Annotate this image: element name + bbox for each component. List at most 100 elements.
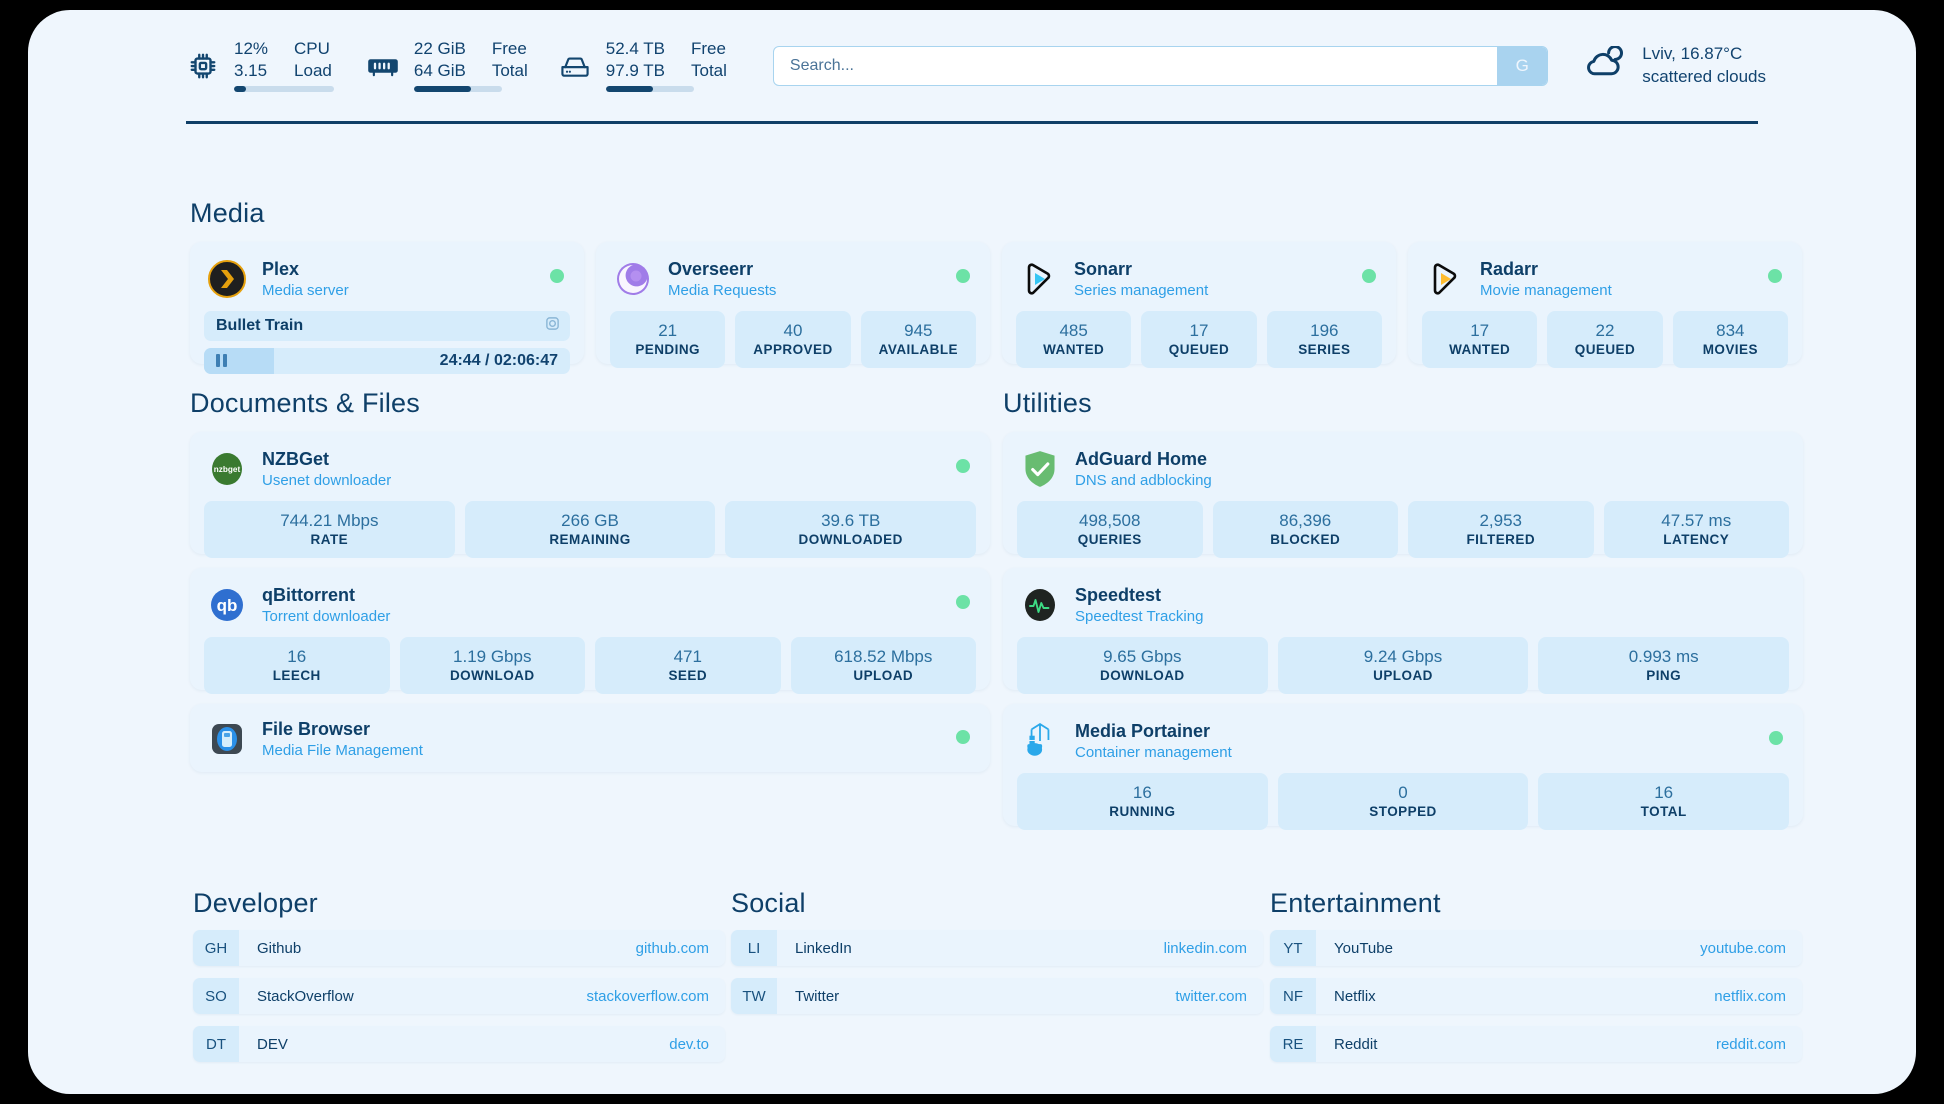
stat-value: 498,508 (1079, 510, 1141, 530)
service-card-nzbget[interactable]: nzbget NZBGet Usenet downloader 744.21 M… (190, 432, 990, 559)
service-card-qbittorrent[interactable]: qb qBittorrent Torrent downloader 16 LEE… (190, 568, 990, 695)
bookmark-badge: NF (1270, 978, 1316, 1014)
ram-icon (366, 49, 400, 83)
cpu-progress-bar (234, 85, 334, 92)
qbittorrent-icon: qb (208, 586, 246, 624)
bookmark-item-reddit[interactable]: RE Reddit reddit.com (1270, 1026, 1802, 1062)
stat-label: BLOCKED (1270, 532, 1341, 548)
stat-tile: 266 GB REMAINING (464, 500, 716, 559)
search-bar[interactable]: G (772, 46, 1549, 86)
card-header: Radarr Movie management (1408, 242, 1802, 311)
weather-description: scattered clouds (1642, 67, 1766, 86)
pause-icon[interactable] (216, 354, 227, 368)
stat-tile: 471 SEED (595, 636, 781, 695)
svg-text:qb: qb (217, 596, 238, 615)
bookmark-item-github[interactable]: GH Github github.com (193, 930, 725, 966)
card-header: Media Portainer Container management (1003, 704, 1803, 773)
stat-tile: 22 QUEUED (1547, 310, 1663, 369)
section-title-utilities: Utilities (1003, 388, 1092, 418)
bookmark-url: twitter.com (1175, 987, 1247, 1005)
memory-label-top: Free (491, 39, 527, 59)
disk-readout: 52.4 TB 97.9 TB Free Total (605, 38, 727, 94)
search-input[interactable] (773, 47, 1498, 85)
stat-label: REMAINING (549, 532, 631, 548)
service-card-adguard-home[interactable]: AdGuard Home DNS and adblocking 498,508 … (1003, 432, 1803, 559)
stat-label: LATENCY (1663, 532, 1730, 548)
bookmark-item-linkedin[interactable]: LI LinkedIn linkedin.com (731, 930, 1263, 966)
bookmark-item-youtube[interactable]: YT YouTube youtube.com (1270, 930, 1802, 966)
stat-value: 9.24 Gbps (1363, 646, 1443, 666)
card-header: AdGuard Home DNS and adblocking (1003, 432, 1803, 501)
card-header: Speedtest Speedtest Tracking (1003, 568, 1803, 637)
service-subtitle: Series management (1074, 282, 1209, 300)
plex-icon (208, 260, 246, 299)
stat-value: 266 GB (561, 510, 619, 530)
bookmark-item-twitter[interactable]: TW Twitter twitter.com (731, 978, 1263, 1014)
bookmark-badge: YT (1270, 930, 1316, 966)
bookmark-item-netflix[interactable]: NF Netflix netflix.com (1270, 978, 1802, 1014)
memory-free-value: 22 GiB (413, 39, 466, 59)
disk-progress-bar (605, 85, 694, 92)
radarr-icon (1426, 260, 1464, 298)
stat-label: DOWNLOAD (449, 668, 535, 684)
stat-tile: 16 LEECH (204, 636, 390, 695)
stat-label: QUEUED (1168, 342, 1230, 358)
stat-label: WANTED (1449, 342, 1511, 358)
stat-tile: 21 PENDING (610, 310, 726, 369)
service-card-file-browser[interactable]: File Browser Media File Management (190, 704, 990, 772)
service-name: AdGuard Home (1075, 449, 1208, 469)
cast-icon[interactable] (545, 316, 560, 336)
bookmark-badge: SO (193, 978, 239, 1014)
service-card-plex[interactable]: Plex Media server Bullet Train 24:44 / 0… (190, 242, 584, 374)
service-name: NZBGet (262, 449, 329, 469)
stat-value: 945 (904, 320, 933, 340)
cpu-readout: 12% 3.15 CPU Load (234, 38, 334, 94)
disk-label-top: Free (691, 39, 726, 59)
bookmark-url: github.com (635, 939, 709, 957)
stat-value: 1.19 Gbps (453, 646, 532, 666)
service-card-media-portainer[interactable]: Media Portainer Container management 16 … (1003, 704, 1803, 831)
stat-value: 485 (1059, 320, 1088, 340)
service-card-speedtest[interactable]: Speedtest Speedtest Tracking 9.65 Gbps D… (1003, 568, 1803, 695)
playback-progress-bar[interactable]: 24:44 / 02:06:47 (204, 347, 570, 374)
stat-tile: 744.21 Mbps RATE (204, 500, 455, 559)
system-stat-disk: 52.4 TB 97.9 TB Free Total (558, 38, 727, 94)
search-engine-button[interactable]: G (1497, 47, 1548, 85)
stat-tile: 1.19 Gbps DOWNLOAD (399, 636, 585, 695)
bookmark-item-stackoverflow[interactable]: SO StackOverflow stackoverflow.com (193, 978, 725, 1014)
stat-tile: 40 APPROVED (735, 310, 851, 369)
stat-label: QUEUED (1574, 342, 1636, 358)
overseerr-icon (614, 260, 652, 298)
stat-label: QUERIES (1077, 532, 1142, 548)
weather-widget: Lviv, 16.87°C scattered clouds (1584, 43, 1766, 89)
bookmark-badge: LI (731, 930, 777, 966)
stat-value: 16 (287, 646, 307, 666)
service-card-radarr[interactable]: Radarr Movie management 17 WANTED 22 QUE… (1408, 242, 1802, 369)
service-card-overseerr[interactable]: Overseerr Media Requests 21 PENDING 40 A… (596, 242, 990, 369)
bookmark-name: StackOverflow (257, 987, 354, 1005)
card-header: Plex Media server (190, 242, 584, 311)
section-title-entertainment: Entertainment (1270, 888, 1441, 918)
stat-tile: 39.6 TB DOWNLOADED (725, 500, 977, 559)
stat-label: MOVIES (1702, 342, 1758, 358)
stat-label: RUNNING (1109, 804, 1176, 820)
stat-label: TOTAL (1640, 804, 1687, 820)
stat-tile: 485 WANTED (1016, 310, 1132, 369)
stat-label: DOWNLOADED (798, 532, 903, 548)
bookmark-name: Reddit (1334, 1035, 1378, 1053)
stat-value: 16 (1654, 782, 1674, 802)
service-subtitle: Torrent downloader (262, 608, 391, 626)
stats-row: 17 WANTED 22 QUEUED 834 MOVIES (1408, 310, 1802, 382)
bookmark-url: dev.to (669, 1035, 709, 1053)
stats-row: 485 WANTED 17 QUEUED 196 SERIES (1002, 310, 1396, 382)
stat-label: LEECH (272, 668, 321, 684)
stats-row: 21 PENDING 40 APPROVED 945 AVAILABLE (596, 310, 990, 382)
nzbget-icon: nzbget (208, 450, 246, 488)
cpu-icon (186, 49, 220, 83)
status-indicator (550, 269, 564, 284)
bookmark-item-dev[interactable]: DT DEV dev.to (193, 1026, 725, 1062)
card-header: qb qBittorrent Torrent downloader (190, 568, 990, 637)
filebrowser-icon (208, 720, 246, 758)
adguard-icon (1021, 450, 1059, 488)
service-card-sonarr[interactable]: Sonarr Series management 485 WANTED 17 Q… (1002, 242, 1396, 369)
